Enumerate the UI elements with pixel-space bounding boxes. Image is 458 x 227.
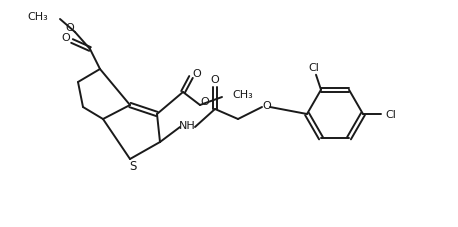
Text: O: O [65,23,74,33]
Text: S: S [129,160,136,173]
Text: Cl: Cl [386,109,397,119]
Text: CH₃: CH₃ [232,90,253,100]
Text: O: O [262,101,272,111]
Text: NH: NH [179,121,196,131]
Text: O: O [201,96,209,106]
Text: Cl: Cl [309,62,319,72]
Text: O: O [211,75,219,85]
Text: O: O [62,33,71,43]
Text: O: O [193,69,202,79]
Text: CH₃: CH₃ [27,12,48,22]
